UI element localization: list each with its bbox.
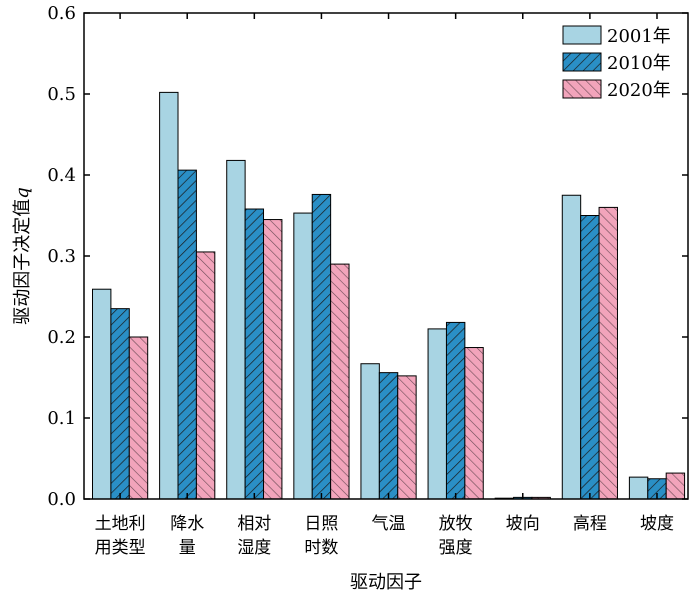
legend-swatch: [563, 53, 601, 71]
bar-1: [361, 364, 379, 499]
legend-label: 2001年: [607, 26, 671, 47]
legend-swatch: [563, 80, 601, 98]
bar-1: [227, 160, 245, 499]
x-tick-label: 强度: [439, 538, 473, 558]
x-tick-label: 高程: [573, 514, 607, 534]
y-tick-label: 0.3: [47, 246, 76, 267]
y-tick-label: 0.5: [47, 84, 76, 105]
y-tick-label: 0.0: [47, 489, 76, 510]
x-tick-label: 用类型: [95, 538, 146, 558]
bar-2: [111, 309, 129, 499]
bar-2: [581, 216, 599, 500]
y-axis-title: 驱动因子决定值q: [12, 187, 33, 325]
x-tick-label: 坡向: [506, 514, 540, 534]
bar-3: [264, 220, 282, 499]
bars-group: [93, 92, 685, 499]
legend: 2001年 2010年 2020年: [563, 26, 671, 101]
bar-2: [379, 373, 397, 499]
x-tick-label: 坡度: [640, 514, 674, 534]
bar-3: [129, 337, 147, 499]
y-axis-title-text: 驱动因子决定值: [12, 199, 33, 325]
y-axis-title-var: q: [12, 187, 33, 199]
bar-1: [629, 477, 647, 499]
bar-3: [398, 376, 416, 499]
x-tick-label: 气温: [372, 514, 406, 534]
legend-swatch: [563, 26, 601, 44]
bar-1: [562, 195, 580, 499]
bar-1: [294, 213, 312, 499]
x-tick-label: 相对: [237, 514, 271, 534]
x-tick-label: 日照: [304, 514, 338, 534]
bar-2: [312, 194, 330, 499]
bar-1: [160, 92, 178, 499]
x-tick-label: 放牧: [439, 514, 473, 534]
bar-3: [599, 207, 617, 499]
bar-1: [428, 329, 446, 499]
bar-1: [93, 289, 111, 499]
y-tick-label: 0.4: [47, 165, 76, 186]
bar-3: [465, 348, 483, 499]
bar-3: [196, 252, 214, 499]
x-tick-label: 降水: [170, 514, 204, 534]
y-axis-title-group: 驱动因子决定值q: [12, 187, 33, 325]
bar-2: [178, 170, 196, 499]
y-tick-label: 0.1: [47, 408, 76, 429]
bar-2: [245, 209, 263, 499]
x-tick-label: 量: [179, 538, 196, 558]
x-tick-label: 时数: [304, 538, 338, 558]
legend-label: 2020年: [607, 80, 671, 101]
y-tick-label: 0.6: [47, 3, 76, 24]
bar-2: [446, 322, 464, 499]
bar-3: [666, 473, 684, 499]
x-tick-label: 湿度: [237, 538, 271, 558]
legend-label: 2010年: [607, 53, 671, 74]
bar-3: [331, 264, 349, 499]
y-tick-label: 0.2: [47, 327, 76, 348]
x-axis-title: 驱动因子: [350, 572, 422, 593]
x-tick-label: 土地利: [95, 514, 146, 534]
